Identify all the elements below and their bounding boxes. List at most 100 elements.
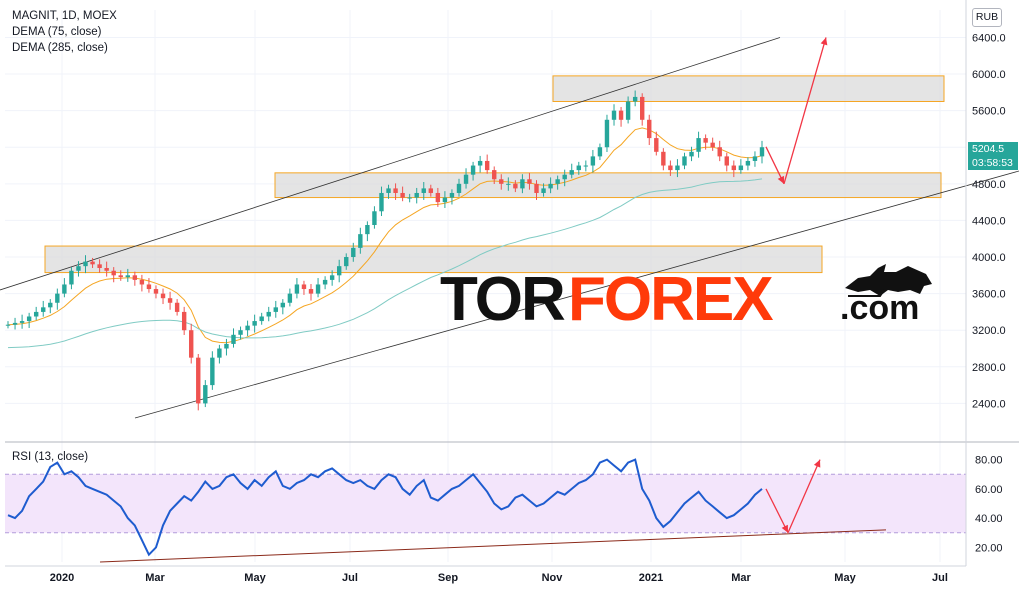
candle-body <box>386 188 391 193</box>
price-tick-label: 3200.0 <box>972 325 1006 337</box>
candle-body <box>48 302 53 308</box>
candle-body <box>696 138 701 152</box>
candle-body <box>329 275 335 280</box>
candle-body <box>287 293 293 303</box>
rsi-line <box>7 458 763 557</box>
candle-body <box>456 183 462 193</box>
candle-body <box>576 165 581 171</box>
time-tick-label: Jul <box>342 572 358 584</box>
countdown-tag: 03:58:53 <box>968 156 1018 170</box>
candle-body <box>181 311 187 331</box>
candle-body <box>315 284 321 294</box>
candle-body <box>647 119 652 139</box>
price-zone <box>552 75 945 102</box>
price-tick-label: 6000.0 <box>972 69 1006 81</box>
rsi-trendline <box>99 529 887 563</box>
candle-body <box>174 302 180 312</box>
candle-body <box>393 188 398 193</box>
time-tick-label: Nov <box>542 572 564 584</box>
candle-body <box>470 165 476 175</box>
candle-body <box>745 160 751 166</box>
candle-body <box>372 211 377 225</box>
projection-arrow-down-head <box>777 175 784 184</box>
rsi-tick-label: 60.00 <box>975 484 1003 496</box>
candle-body <box>153 289 159 294</box>
candle-body <box>414 192 419 198</box>
candle-body <box>738 165 744 171</box>
dema285-legend: DEMA (285, close) <box>12 42 108 54</box>
candle-body <box>26 316 32 322</box>
time-tick-label: 2021 <box>639 572 663 584</box>
watermark-com: .com <box>840 289 920 327</box>
time-axis[interactable]: 2020 Mar May Jul Sep Nov 2021 Mar May Jul <box>50 572 948 584</box>
candle-body <box>477 160 483 166</box>
candle-body <box>160 293 166 299</box>
candle-body <box>562 174 567 180</box>
candle-body <box>548 183 553 189</box>
candle-body <box>252 321 257 326</box>
candle-body <box>12 322 18 325</box>
watermark-tor: TOR <box>440 265 566 334</box>
time-tick-label: Jul <box>932 572 948 584</box>
price-zone <box>44 245 823 274</box>
time-tick-label: Sep <box>438 572 458 584</box>
candle-body <box>41 307 46 312</box>
candle-body <box>97 264 102 268</box>
candle-body <box>492 170 497 180</box>
candle-body <box>245 325 250 331</box>
channel-lower-line <box>134 170 1019 419</box>
candle-body <box>583 165 589 167</box>
candle-body <box>5 324 11 326</box>
candle-body <box>513 183 518 189</box>
rsi-axis[interactable]: 80.00 60.00 40.00 20.00 <box>975 455 1003 555</box>
time-tick-label: May <box>834 572 856 584</box>
candle-body <box>344 257 349 267</box>
candle-body <box>90 261 95 265</box>
rsi-panel <box>5 458 966 563</box>
candle-body <box>463 174 469 184</box>
price-axis[interactable]: 6400.06000.05600.05200.04800.04400.04000… <box>972 32 1006 410</box>
rsi-arrow-up <box>787 459 821 534</box>
candle-body <box>238 330 243 335</box>
rsi-arrow-down <box>765 488 789 534</box>
candle-body <box>428 188 434 193</box>
candle-body <box>217 348 222 358</box>
candle-body <box>196 357 201 404</box>
candle-body <box>731 165 737 171</box>
price-tick-label: 4400.0 <box>972 215 1006 227</box>
last-price-tag: 5204.5 <box>968 142 1018 156</box>
candle-body <box>308 289 314 294</box>
price-tick-label: 4000.0 <box>972 252 1006 264</box>
candle-body <box>675 165 680 171</box>
candle-body <box>203 385 208 404</box>
candle-body <box>590 156 596 166</box>
candle-body <box>710 142 715 148</box>
price-tick-label: 6400.0 <box>972 32 1006 44</box>
candle-body <box>654 138 659 152</box>
support-resistance-zones <box>44 75 945 274</box>
candle-body <box>336 266 342 276</box>
candle-body <box>527 179 532 184</box>
candle-body <box>661 151 666 166</box>
rsi-tick-label: 80.00 <box>975 455 1003 467</box>
candle-body <box>442 197 448 203</box>
rsi-arrow-down-head <box>781 524 788 533</box>
candle-body <box>534 183 539 193</box>
rsi-band <box>5 474 966 533</box>
candle-body <box>365 225 370 235</box>
candle-body <box>555 179 560 184</box>
chart-legend: MAGNIT, 1D, MOEX DEMA (75, close) DEMA (… <box>12 8 117 56</box>
rsi-arrow-up-head <box>813 459 821 468</box>
torforex-watermark: TOR FOREX .com <box>440 260 940 340</box>
candle-body <box>351 247 356 258</box>
candle-body <box>69 270 74 285</box>
candle-body <box>703 138 708 143</box>
candle-body <box>506 183 511 185</box>
currency-button[interactable]: RUB <box>972 8 1002 27</box>
candle-body <box>83 261 88 267</box>
time-tick-label: May <box>244 572 266 584</box>
channel-upper-line <box>0 37 781 291</box>
candle-body <box>618 110 624 120</box>
candle-body <box>379 192 384 212</box>
